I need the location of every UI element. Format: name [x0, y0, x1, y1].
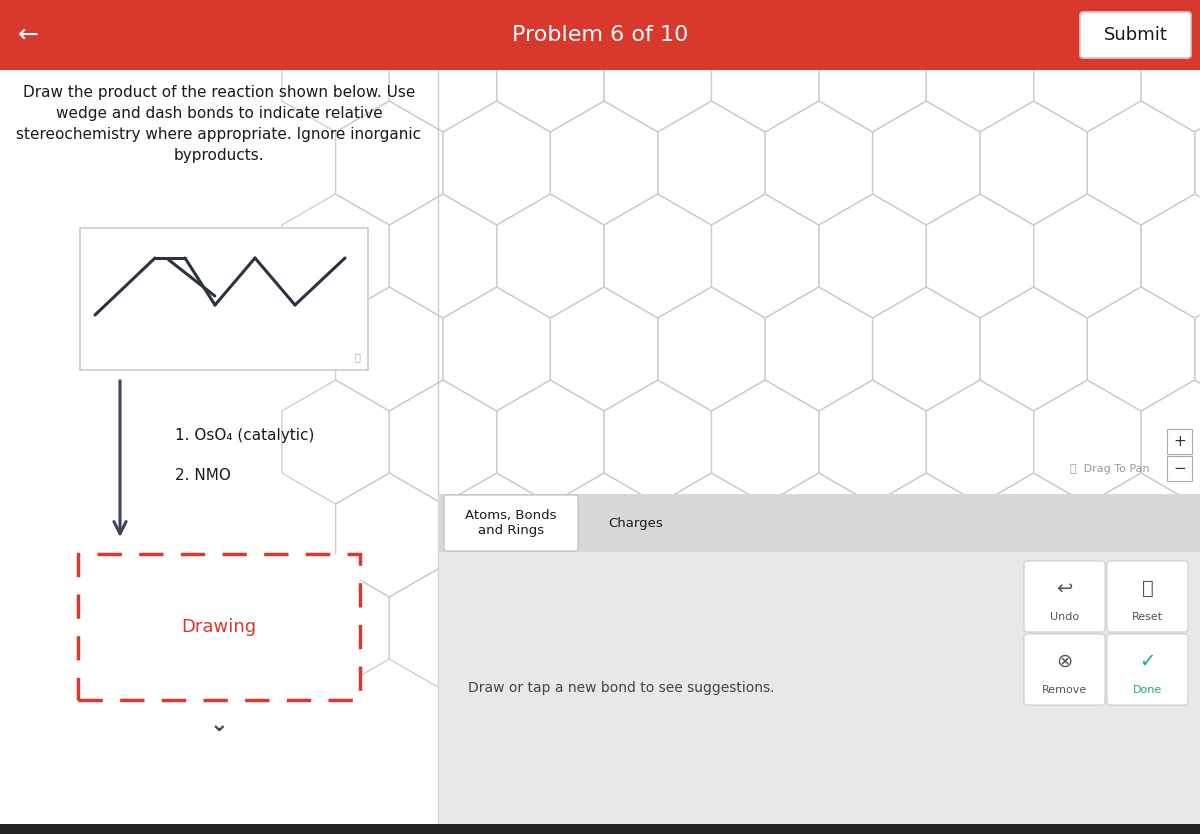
- Text: wedge and dash bonds to indicate relative: wedge and dash bonds to indicate relativ…: [55, 106, 383, 121]
- FancyBboxPatch shape: [1024, 634, 1105, 705]
- Bar: [80, 228, 368, 370]
- Text: byproducts.: byproducts.: [174, 148, 264, 163]
- FancyBboxPatch shape: [1080, 12, 1190, 58]
- FancyBboxPatch shape: [444, 495, 578, 551]
- Text: 1. OsO₄ (catalytic): 1. OsO₄ (catalytic): [175, 428, 314, 443]
- Text: Undo: Undo: [1050, 612, 1079, 622]
- Text: 🗑: 🗑: [1141, 579, 1153, 598]
- Text: −: −: [1174, 461, 1186, 476]
- Text: Charges: Charges: [608, 516, 664, 530]
- Text: 🔍: 🔍: [354, 352, 360, 362]
- Bar: [1166, 429, 1192, 454]
- Text: Atoms, Bonds
and Rings: Atoms, Bonds and Rings: [466, 509, 557, 537]
- Text: stereochemistry where appropriate. Ignore inorganic: stereochemistry where appropriate. Ignor…: [17, 127, 421, 142]
- Text: Remove: Remove: [1042, 686, 1087, 696]
- Text: Problem 6 of 10: Problem 6 of 10: [512, 25, 688, 45]
- Text: ✓: ✓: [1139, 652, 1156, 671]
- Bar: [438, 494, 1200, 552]
- Text: ✋  Drag To Pan: ✋ Drag To Pan: [1070, 464, 1150, 474]
- Bar: [581, 494, 691, 552]
- Bar: [438, 552, 1200, 824]
- Text: ⊗: ⊗: [1056, 652, 1073, 671]
- FancyBboxPatch shape: [1108, 561, 1188, 632]
- Bar: [0, 0, 1200, 70]
- Text: ⌄: ⌄: [210, 715, 228, 735]
- Text: Drawing: Drawing: [181, 618, 257, 636]
- FancyBboxPatch shape: [1108, 634, 1188, 705]
- FancyBboxPatch shape: [1024, 561, 1105, 632]
- Text: Draw or tap a new bond to see suggestions.: Draw or tap a new bond to see suggestion…: [468, 681, 774, 695]
- Bar: [438, 494, 1200, 834]
- Bar: [0, 824, 1200, 834]
- Text: Done: Done: [1133, 686, 1162, 696]
- Bar: [1166, 456, 1192, 481]
- Text: +: +: [1174, 434, 1186, 449]
- Text: Draw the product of the reaction shown below. Use: Draw the product of the reaction shown b…: [23, 85, 415, 100]
- Text: ←: ←: [18, 23, 38, 47]
- Text: 2. NMO: 2. NMO: [175, 468, 230, 483]
- Text: Submit: Submit: [1104, 26, 1168, 44]
- Text: ↩: ↩: [1056, 579, 1073, 598]
- Text: Reset: Reset: [1132, 612, 1163, 622]
- Bar: [78, 554, 360, 700]
